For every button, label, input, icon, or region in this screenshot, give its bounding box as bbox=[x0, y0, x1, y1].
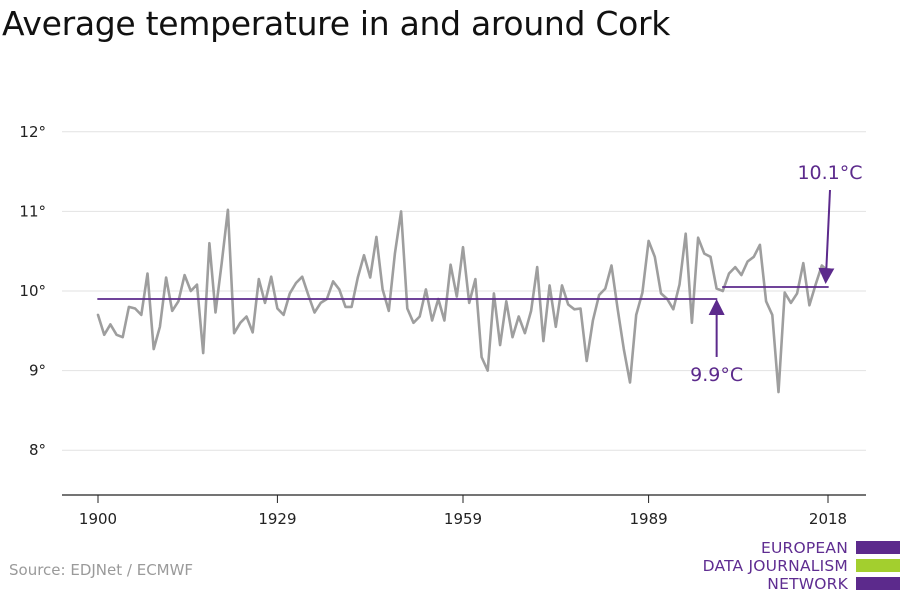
x-tick-label: 2018 bbox=[809, 510, 847, 528]
y-tick-label: 11° bbox=[19, 202, 46, 220]
annotations: 9.9°C 10.1°C bbox=[690, 162, 862, 386]
y-tick-label: 10° bbox=[19, 282, 46, 300]
x-tick-label: 1900 bbox=[79, 510, 117, 528]
logo-line-data-journalism: DATA JOURNALISM bbox=[702, 557, 848, 575]
logo-bar-purple-bottom bbox=[856, 577, 900, 590]
x-tick-label: 1989 bbox=[629, 510, 667, 528]
x-tick-label: 1929 bbox=[258, 510, 296, 528]
y-tick-label: 9° bbox=[29, 362, 46, 380]
chart-title: Average temperature in and around Cork bbox=[2, 4, 671, 43]
temperature-series-line bbox=[96, 208, 830, 394]
arrow-10-1 bbox=[818, 189, 835, 285]
y-tick-label: 12° bbox=[19, 123, 46, 141]
series-layer bbox=[96, 208, 830, 394]
logo-bar-purple-top bbox=[856, 541, 900, 554]
annotation-10-1: 10.1°C bbox=[797, 162, 862, 184]
y-axis-ticks: 8° 9° 10° 11° 12° bbox=[19, 123, 46, 459]
logo-bar-green bbox=[856, 559, 900, 572]
logo-line-network: NETWORK bbox=[767, 575, 848, 593]
source-note: Source: EDJNet / ECMWF bbox=[9, 561, 194, 579]
x-axis: 1900 1929 1959 1989 2018 bbox=[62, 494, 866, 528]
logo-line-european: EUROPEAN bbox=[760, 539, 848, 557]
y-tick-label: 8° bbox=[29, 441, 46, 459]
gridlines bbox=[62, 131, 866, 451]
x-tick-label: 1959 bbox=[444, 510, 482, 528]
edjnet-logo[interactable]: EUROPEAN DATA JOURNALISM NETWORK bbox=[690, 536, 900, 596]
annotation-9-9: 9.9°C bbox=[690, 364, 743, 386]
